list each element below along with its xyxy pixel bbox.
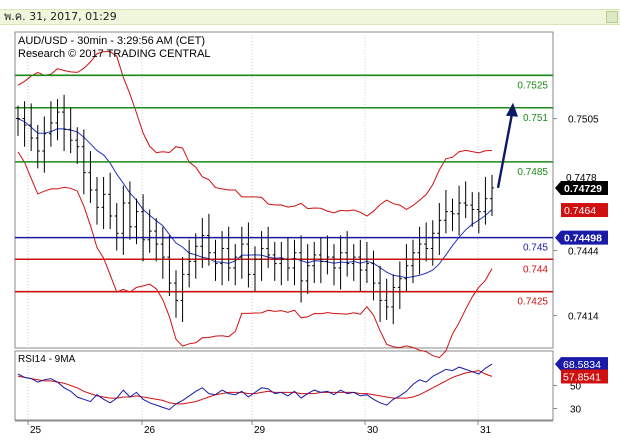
forecast-arrow: [496, 102, 518, 189]
current-price-badge: 0.74729: [564, 183, 602, 195]
rsi-line: [17, 363, 493, 411]
grid-lines: [27, 32, 479, 420]
rsi-ma-badge-bg: [561, 369, 608, 384]
rsi-tick-label: 30: [570, 405, 582, 416]
level-value-badge: 0.74498: [564, 233, 602, 245]
date-tick-label: 30: [367, 425, 379, 436]
forecast-arrow-head: [506, 102, 518, 117]
rsi-value-badge: 68.5834: [563, 359, 601, 371]
date-tick-label: 31: [480, 425, 492, 436]
level-label: 0.745: [523, 243, 548, 254]
rsi-ma-line: [17, 370, 493, 405]
price-tick-label: 0.7444: [568, 247, 599, 258]
datetime-label: พ.ค. 31, 2017, 01:29: [4, 10, 117, 23]
date-tick-label: 29: [254, 425, 266, 436]
band-value-badge: 0.7464: [564, 205, 596, 217]
level-label: 0.7485: [517, 167, 548, 178]
date-bar: พ.ค. 31, 2017, 01:29: [0, 9, 620, 25]
current-price-badge-bg: [555, 181, 608, 196]
rsi-value-badge-bg: [555, 357, 608, 372]
lower-band-line: [17, 151, 493, 359]
price-candles: [16, 94, 494, 325]
rsi-ma-badge: 57.8541: [563, 371, 601, 383]
date-tick-label: 26: [144, 425, 156, 436]
date-axis: 25 26 29 30 31: [27, 421, 492, 436]
chart-subtitle: Research © 2017 TRADING CENTRAL: [18, 48, 211, 60]
upper-band-line: [17, 50, 493, 217]
level-label: 0.744: [523, 264, 548, 275]
price-tick-label: 0.7414: [568, 312, 599, 323]
support-resistance-levels: 0.7525 0.751 0.7485 0.745 0.744 0.7425: [15, 74, 553, 308]
level-label: 0.751: [523, 113, 548, 124]
rsi-tick-label: 50: [570, 382, 582, 393]
forecast-arrow-shaft: [496, 113, 514, 189]
date-tick-label: 25: [30, 425, 42, 436]
price-tick-label: 0.7478: [566, 173, 597, 184]
rsi-label: RSI14 - 9MA: [18, 354, 76, 365]
band-value-badge-bg: [561, 203, 608, 218]
level-label: 0.7425: [517, 297, 548, 308]
level-label: 0.7525: [517, 80, 548, 91]
level-value-badge-bg: [555, 230, 608, 245]
chart-title: AUD/USD - 30min - 3:29:56 AM (CET): [18, 35, 205, 47]
price-tick-label: 0.7505: [568, 115, 599, 126]
price-panel-frame: [14, 31, 554, 349]
rsi-panel-frame: [14, 350, 554, 421]
window-corner-icon[interactable]: [606, 11, 618, 23]
